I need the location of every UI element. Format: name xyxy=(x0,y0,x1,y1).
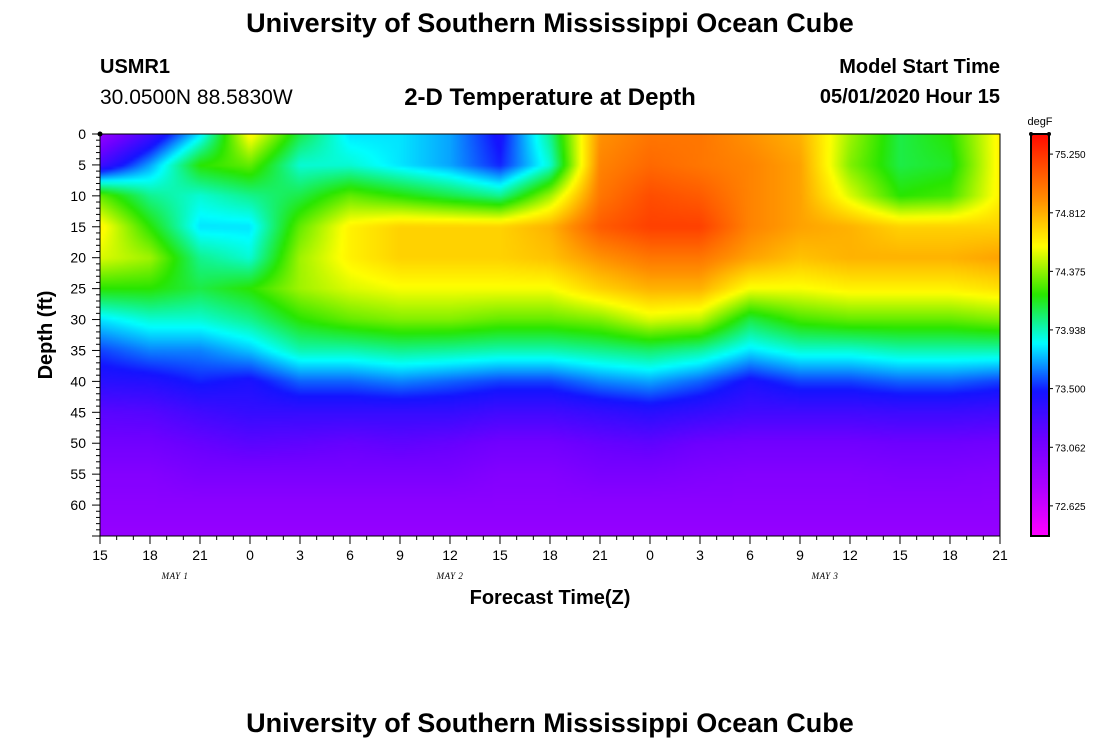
x-tick-label: 18 xyxy=(142,547,158,563)
y-tick-label: 15 xyxy=(70,219,86,235)
heatmap xyxy=(100,134,1000,536)
y-tick-label: 10 xyxy=(70,188,86,204)
y-tick-label: 35 xyxy=(70,342,86,358)
y-tick-label: 40 xyxy=(70,373,86,389)
x-tick-label: 6 xyxy=(746,547,754,563)
y-tick-label: 5 xyxy=(78,157,86,173)
colorbar-tick-label: 73.938 xyxy=(1055,326,1086,337)
y-tick-label: 30 xyxy=(70,312,86,328)
colorbar-tick-label: 73.500 xyxy=(1055,385,1086,396)
x-tick-label: 15 xyxy=(492,547,508,563)
colorbar-image xyxy=(1031,134,1049,536)
colorbar: degF 75.250 74.812 74.375 73.938 73.500 73.06… xyxy=(1027,116,1086,537)
y-axis: 0 5 10 15 20 25 30 35 40 45 50 55 60 xyxy=(70,126,103,537)
x-tick-label: 3 xyxy=(296,547,304,563)
x-axis-label: Forecast Time(Z) xyxy=(470,587,631,609)
y-tick-label: 45 xyxy=(70,404,86,420)
colorbar-tick-label: 73.062 xyxy=(1055,443,1086,454)
x-tick-label: 15 xyxy=(892,547,908,563)
colorbar-marker xyxy=(1047,132,1051,136)
station-coordinates: 30.0500N 88.5830W xyxy=(100,86,293,109)
x-tick-label: 18 xyxy=(942,547,958,563)
heatmap-image xyxy=(100,134,1000,536)
model-start-value: 05/01/2020 Hour 15 xyxy=(819,86,1000,108)
y-tick-label: 0 xyxy=(78,126,86,142)
colorbar-tick-label: 72.625 xyxy=(1055,502,1086,513)
x-tick-label: 0 xyxy=(646,547,654,563)
x-tick-label: 0 xyxy=(246,547,254,563)
y-tick-label: 60 xyxy=(70,497,86,513)
y-axis-label: Depth (ft) xyxy=(35,291,57,380)
colorbar-tick-label: 74.812 xyxy=(1055,209,1086,220)
x-tick-label: 21 xyxy=(992,547,1008,563)
date-label: MAY 3 xyxy=(811,571,839,581)
x-tick-label: 18 xyxy=(542,547,558,563)
x-tick-label: 3 xyxy=(696,547,704,563)
x-tick-label: 6 xyxy=(346,547,354,563)
x-tick-label: 9 xyxy=(396,547,404,563)
colorbar-frame xyxy=(1030,133,1050,537)
x-tick-label: 12 xyxy=(842,547,858,563)
station-id: USMR1 xyxy=(100,56,171,78)
footer-title: University of Southern Mississippi Ocean… xyxy=(246,708,854,738)
y-tick-label: 20 xyxy=(70,250,86,266)
x-tick-label: 21 xyxy=(192,547,208,563)
colorbar-unit: degF xyxy=(1027,116,1052,128)
chart-title: 2-D Temperature at Depth xyxy=(404,84,696,111)
colorbar-marker xyxy=(1029,132,1033,136)
colorbar-tick-label: 74.375 xyxy=(1055,267,1086,278)
main-title: University of Southern Mississippi Ocean… xyxy=(246,8,854,38)
y-tick-label: 50 xyxy=(70,435,86,451)
date-label: MAY 1 xyxy=(161,571,189,581)
x-tick-label: 9 xyxy=(796,547,804,563)
x-tick-label: 15 xyxy=(92,547,108,563)
y-tick-label: 55 xyxy=(70,466,86,482)
x-tick-label: 12 xyxy=(442,547,458,563)
colorbar-tick-label: 75.250 xyxy=(1055,150,1086,161)
origin-marker xyxy=(97,131,103,137)
model-start-label: Model Start Time xyxy=(839,56,1000,78)
date-label: MAY 2 xyxy=(436,571,464,581)
y-tick-label: 25 xyxy=(70,281,86,297)
x-tick-label: 21 xyxy=(592,547,608,563)
